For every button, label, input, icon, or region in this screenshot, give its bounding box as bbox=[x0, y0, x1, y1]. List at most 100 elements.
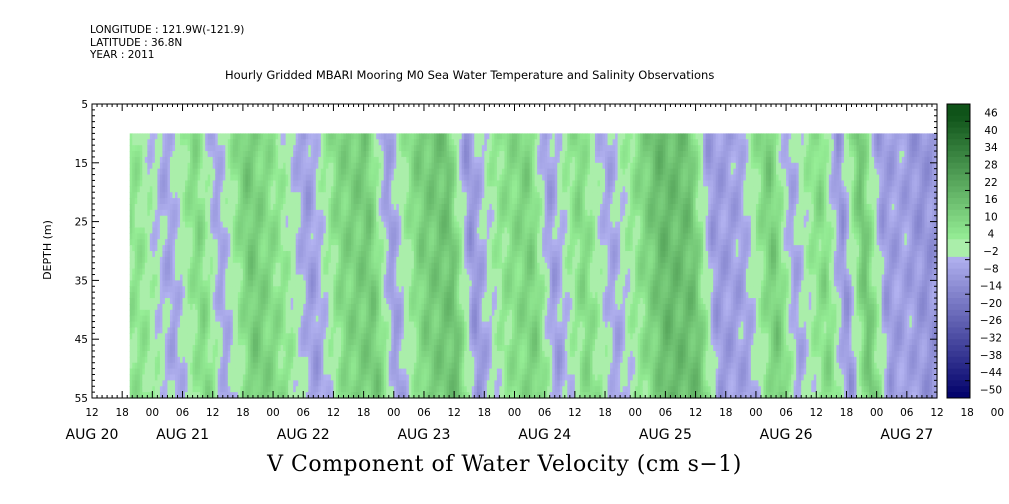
heatmap-cell bbox=[247, 186, 252, 193]
heatmap-cell bbox=[323, 392, 327, 399]
heatmap-cell bbox=[132, 380, 136, 387]
heatmap-cell bbox=[335, 356, 340, 364]
heatmap-cell bbox=[212, 303, 216, 311]
heatmap-cell bbox=[288, 251, 292, 258]
heatmap-cell bbox=[187, 239, 191, 246]
heatmap-cell bbox=[275, 162, 279, 170]
heatmap-cell bbox=[288, 286, 292, 293]
heatmap-cell bbox=[167, 145, 171, 152]
heatmap-cell bbox=[363, 239, 367, 246]
heatmap-cell bbox=[187, 356, 191, 364]
heatmap-cell bbox=[313, 286, 317, 293]
heatmap-cell bbox=[207, 380, 211, 387]
heatmap-cell bbox=[180, 227, 184, 234]
heatmap-cell bbox=[195, 327, 199, 334]
heatmap-cell bbox=[147, 350, 151, 358]
heatmap-cell bbox=[275, 280, 279, 287]
heatmap-cell bbox=[308, 386, 312, 393]
heatmap-cell bbox=[285, 221, 289, 229]
heatmap-cell bbox=[180, 221, 184, 229]
heatmap-cell bbox=[378, 315, 382, 323]
heatmap-cell bbox=[235, 186, 239, 193]
heatmap-cell bbox=[142, 168, 146, 176]
heatmap-cell bbox=[149, 333, 153, 340]
heatmap-cell bbox=[393, 392, 397, 399]
heatmap-cell bbox=[185, 239, 189, 246]
heatmap-cell bbox=[240, 192, 244, 199]
heatmap-cell bbox=[257, 345, 262, 352]
heatmap-cell bbox=[132, 186, 136, 193]
heatmap-cell bbox=[285, 133, 289, 140]
heatmap-cell bbox=[285, 286, 289, 293]
heatmap-cell bbox=[159, 315, 164, 323]
heatmap-cell bbox=[401, 192, 405, 199]
heatmap-cell bbox=[169, 309, 174, 317]
heatmap-cell bbox=[310, 209, 314, 217]
heatmap-cell bbox=[278, 198, 282, 205]
heatmap-cell bbox=[376, 186, 380, 193]
heatmap-cell bbox=[366, 256, 370, 264]
heatmap-cell bbox=[303, 303, 307, 311]
heatmap-cell bbox=[195, 133, 199, 140]
heatmap-cell bbox=[320, 292, 324, 299]
heatmap-cell bbox=[340, 221, 345, 229]
heatmap-cell bbox=[157, 274, 161, 281]
heatmap-cell bbox=[280, 151, 284, 158]
heatmap-cell bbox=[242, 333, 246, 340]
heatmap-cell bbox=[388, 392, 392, 399]
heatmap-cell bbox=[315, 321, 319, 329]
heatmap-cell bbox=[315, 174, 319, 182]
heatmap-cell bbox=[298, 392, 302, 399]
heatmap-cell bbox=[273, 315, 277, 323]
heatmap-cell bbox=[335, 174, 340, 182]
heatmap-cell bbox=[398, 286, 402, 293]
heatmap-cell bbox=[260, 345, 264, 352]
heatmap-cell bbox=[235, 286, 239, 293]
heatmap-cell bbox=[230, 156, 234, 164]
heatmap-cell bbox=[202, 392, 206, 399]
heatmap-cell bbox=[373, 162, 377, 170]
heatmap-cell bbox=[167, 139, 171, 146]
heatmap-cell bbox=[393, 339, 397, 346]
heatmap-cell bbox=[288, 262, 292, 270]
heatmap-cell bbox=[371, 292, 375, 299]
heatmap-cell bbox=[310, 156, 314, 164]
heatmap-cell bbox=[363, 215, 367, 223]
heatmap-cell bbox=[358, 133, 362, 140]
heatmap-cell bbox=[288, 345, 292, 352]
heatmap-cell bbox=[343, 209, 347, 217]
heatmap-cell bbox=[268, 274, 272, 281]
heatmap-cell bbox=[212, 386, 216, 393]
heatmap-cell bbox=[147, 156, 151, 164]
heatmap-cell bbox=[290, 133, 294, 140]
heatmap-cell bbox=[315, 333, 319, 340]
heatmap-cell bbox=[406, 309, 410, 317]
heatmap-cell bbox=[195, 339, 199, 346]
heatmap-cell bbox=[137, 174, 141, 182]
heatmap-cell bbox=[237, 192, 241, 199]
heatmap-cell bbox=[313, 392, 317, 399]
heatmap-cell bbox=[240, 392, 244, 399]
heatmap-cell bbox=[295, 286, 299, 293]
heatmap-cell bbox=[315, 227, 319, 234]
heatmap-cell bbox=[378, 233, 382, 240]
heatmap-cell bbox=[305, 321, 309, 329]
heatmap-cell bbox=[353, 245, 357, 252]
heatmap-cell bbox=[300, 133, 304, 140]
heatmap-cell bbox=[371, 345, 375, 352]
heatmap-cell bbox=[240, 233, 244, 240]
heatmap-cell bbox=[182, 309, 186, 317]
heatmap-cell bbox=[391, 215, 395, 223]
heatmap-cell bbox=[152, 192, 156, 199]
heatmap-cell bbox=[278, 315, 282, 323]
heatmap-cell bbox=[180, 215, 184, 223]
heatmap-cell bbox=[363, 350, 367, 358]
heatmap-cell bbox=[252, 268, 257, 276]
heatmap-cell bbox=[348, 162, 352, 170]
heatmap-cell bbox=[222, 315, 226, 323]
heatmap-cell bbox=[396, 380, 400, 387]
heatmap-cell bbox=[320, 303, 324, 311]
heatmap-cell bbox=[200, 380, 204, 387]
heatmap-cell bbox=[232, 133, 236, 140]
heatmap-cell bbox=[182, 280, 186, 287]
